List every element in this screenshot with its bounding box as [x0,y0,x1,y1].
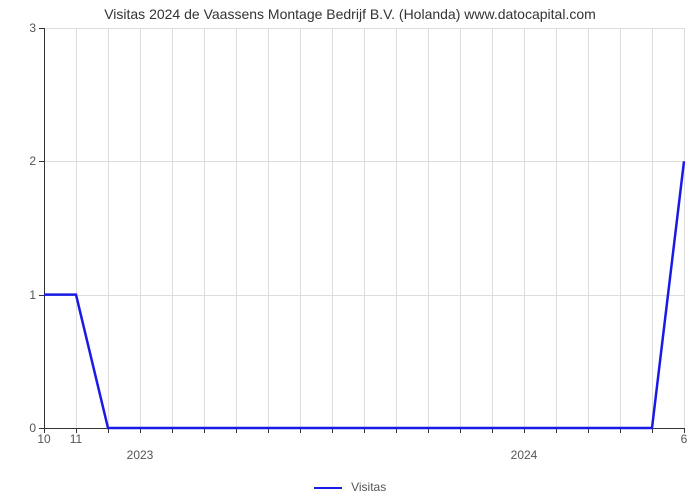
x-tick-label-month: 6 [681,428,688,446]
x-tick-label-month: 10 [37,428,50,446]
grid-line-vertical [684,28,685,428]
series-line [44,28,684,428]
legend: Visitas [0,480,700,494]
x-tick-label-month: 11 [70,428,82,446]
legend-swatch [314,487,342,489]
plot-area: 01231011620232024 [44,28,684,428]
x-tick-label-year: 2024 [511,428,538,462]
chart-title: Visitas 2024 de Vaassens Montage Bedrijf… [0,6,700,22]
legend-label: Visitas [351,480,386,494]
x-tick-label-year: 2023 [127,428,154,462]
